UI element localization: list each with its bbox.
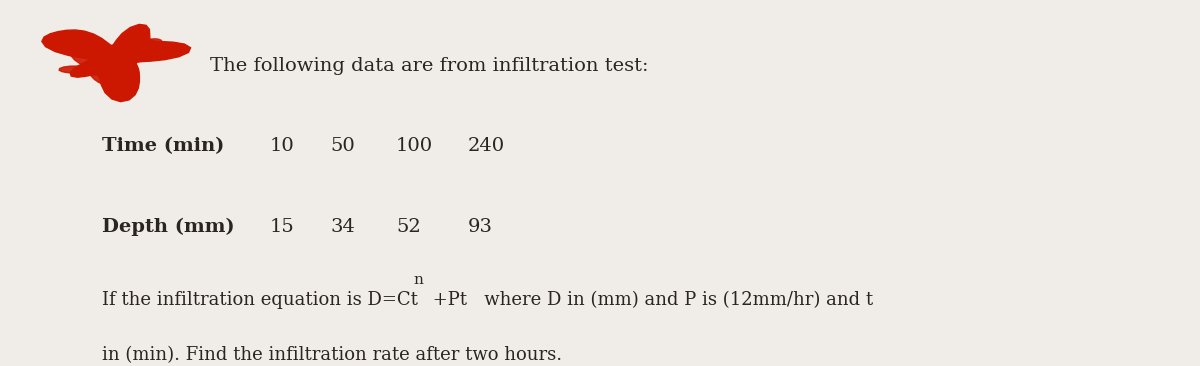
Text: 34: 34 (330, 218, 355, 236)
Text: n: n (413, 273, 422, 287)
Polygon shape (42, 25, 191, 102)
Text: 50: 50 (330, 137, 355, 156)
Text: Depth (mm): Depth (mm) (102, 218, 235, 236)
Text: in (min). Find the infiltration rate after two hours.: in (min). Find the infiltration rate aft… (102, 346, 562, 364)
Text: +Pt   where D in (mm) and P is (12mm/hr) and t: +Pt where D in (mm) and P is (12mm/hr) a… (427, 291, 874, 309)
Polygon shape (121, 39, 162, 57)
Text: 100: 100 (396, 137, 433, 156)
Text: 93: 93 (468, 218, 493, 236)
Text: 52: 52 (396, 218, 421, 236)
Text: Time (min): Time (min) (102, 137, 224, 156)
Text: If the infiltration equation is D=Ct: If the infiltration equation is D=Ct (102, 291, 418, 309)
Text: The following data are from infiltration test:: The following data are from infiltration… (210, 57, 648, 75)
Text: 10: 10 (270, 137, 295, 156)
Text: 15: 15 (270, 218, 295, 236)
Text: 240: 240 (468, 137, 505, 156)
Polygon shape (59, 51, 121, 84)
